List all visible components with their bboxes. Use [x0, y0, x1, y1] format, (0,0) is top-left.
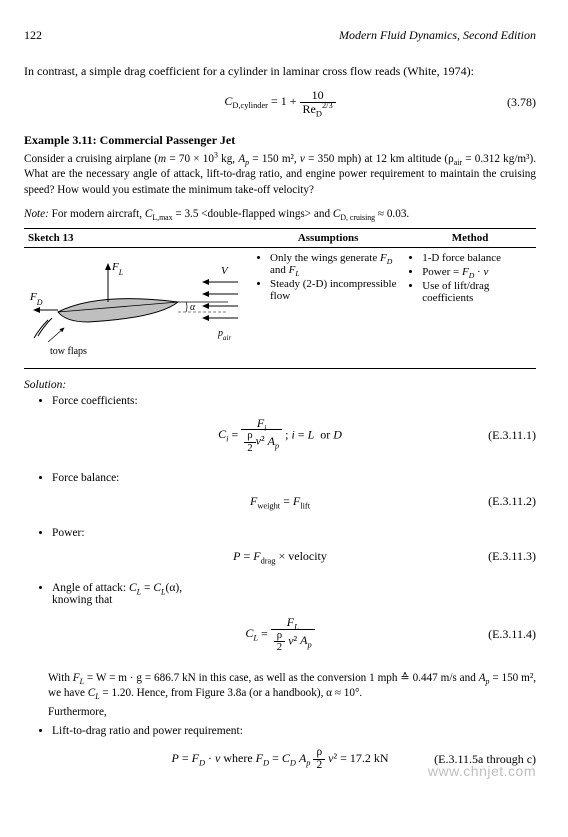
svg-text:pair: pair: [217, 328, 231, 342]
svg-text:FL: FL: [111, 261, 124, 277]
col-method: Method: [404, 228, 536, 247]
equation-3-78: CD,cylinder = 1 + 10 ReD2/3 (3.78): [24, 89, 536, 115]
example-title: Example 3.11: Commercial Passenger Jet: [24, 133, 536, 148]
list-item: 1-D force balance: [422, 252, 532, 264]
method-cell: 1-D force balance Power = FD · v Use of …: [404, 247, 536, 368]
sketch-table: Sketch 13 Assumptions Method: [24, 228, 536, 369]
equation-tag: (E.3.11.4): [315, 627, 536, 642]
example-body: Consider a cruising airplane (m = 70 × 1…: [24, 152, 536, 197]
svg-text:α: α: [190, 302, 196, 313]
page-number: 122: [24, 28, 42, 43]
list-item: Use of lift/drag coefficients: [422, 280, 532, 304]
solution-label: Solution:: [24, 379, 536, 391]
equation-e3-11-2: Fweight = Flift (E.3.11.2): [24, 494, 536, 509]
equation-e3-11-1: Ci = Fi ρ2v² Ap ; i = L or D (E.3.11.1): [24, 417, 536, 454]
page: 122 Modern Fluid Dynamics, Second Editio…: [0, 0, 568, 799]
eq-denominator: ReD2/3: [300, 102, 336, 116]
solution-list: Force coefficients:: [24, 395, 536, 407]
list-item: Only the wings generate FD and FL: [270, 252, 400, 276]
running-header: 122 Modern Fluid Dynamics, Second Editio…: [24, 28, 536, 43]
watermark: www.chnjet.com: [428, 763, 536, 779]
equation-body: CD,cylinder = 1 + 10 ReD2/3: [224, 89, 335, 115]
furthermore: Furthermore,: [48, 705, 536, 720]
col-assumptions: Assumptions: [252, 228, 404, 247]
equation-e3-11-4: CL = FL ρ2 v² Ap (E.3.11.4): [24, 616, 536, 653]
table-row: α FL FD V pair: [24, 247, 536, 368]
col-sketch: Sketch 13: [24, 228, 252, 247]
equation-tag: (E.3.11.1): [342, 428, 536, 443]
intro-paragraph: In contrast, a simple drag coefficient f…: [24, 63, 536, 79]
list-item: Steady (2-D) incompressible flow: [270, 278, 400, 302]
paragraph-after-e4: With FL = W = m · g = 686.7 kN in this c…: [48, 671, 536, 701]
equation-e3-11-3: P = Fdrag × velocity (E.3.11.3): [24, 549, 536, 564]
svg-text:V: V: [221, 265, 229, 277]
equation-tag: (E.3.11.3): [327, 549, 536, 564]
table-header-row: Sketch 13 Assumptions Method: [24, 228, 536, 247]
item-force-balance: Force balance:: [52, 472, 536, 484]
item-lift-drag: Lift-to-drag ratio and power requirement…: [52, 725, 536, 737]
item-angle: Angle of attack: CL = CL(α),knowing that: [52, 582, 536, 606]
assumptions-cell: Only the wings generate FD and FL Steady…: [252, 247, 404, 368]
equation-tag: (E.3.11.2): [310, 494, 536, 509]
note-label: Note:: [24, 208, 49, 220]
sketch-cell: α FL FD V pair: [24, 247, 252, 368]
airfoil-sketch: α FL FD V pair: [28, 252, 248, 362]
book-title: Modern Fluid Dynamics, Second Edition: [339, 28, 536, 43]
svg-text:tow flaps: tow flaps: [50, 346, 87, 357]
svg-text:FD: FD: [29, 291, 43, 307]
note-line: Note: For modern aircraft, CL,max = 3.5 …: [24, 208, 536, 220]
item-power: Power:: [52, 527, 536, 539]
item-force-coeff: Force coefficients:: [52, 395, 536, 407]
list-item: Power = FD · v: [422, 266, 532, 278]
equation-tag: (3.78): [336, 95, 536, 110]
